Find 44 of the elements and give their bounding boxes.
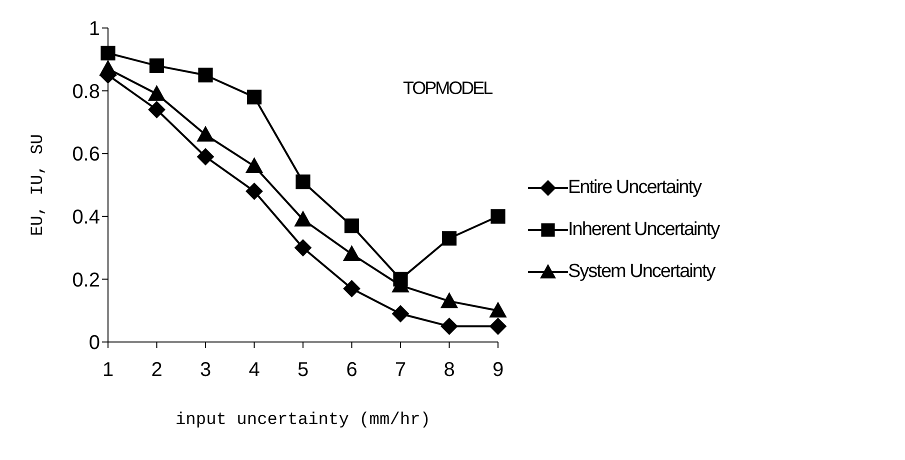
point	[149, 58, 164, 73]
point	[442, 231, 457, 246]
point	[490, 318, 506, 335]
point	[392, 305, 409, 322]
x-tick-label: 8	[444, 359, 455, 382]
point	[197, 126, 214, 142]
point	[197, 148, 214, 166]
y-tick-label: 1	[88, 18, 100, 40]
point	[393, 272, 408, 286]
x-tick-label: 5	[297, 359, 309, 382]
point	[148, 85, 166, 101]
point	[344, 218, 360, 234]
x-tick-label: 6	[346, 359, 358, 382]
x-tick-label: 4	[248, 359, 260, 382]
point	[490, 209, 506, 224]
x-tick-label: 2	[151, 359, 162, 382]
y-tick-label: 0.2	[72, 269, 100, 292]
point	[148, 101, 166, 118]
legend-label: Entire Uncertainty	[568, 177, 702, 199]
legend-label: Inherent Uncertainty	[568, 219, 720, 241]
y-tick-label: 0	[88, 332, 100, 354]
x-axis-title: input uncertainty (mm/hr)	[175, 411, 431, 430]
point	[343, 246, 360, 261]
x-tick-label: 7	[394, 359, 406, 382]
point	[246, 158, 263, 174]
legend-label: System Uncertainty	[568, 261, 715, 283]
x-tick-label: 3	[200, 359, 212, 382]
point	[440, 318, 458, 335]
y-axis-title: EU, IU, SU	[29, 134, 48, 236]
point	[198, 68, 213, 82]
point	[296, 174, 310, 190]
annotation: TOPMODEL	[403, 78, 492, 99]
point	[246, 182, 263, 200]
point	[294, 239, 312, 256]
point	[490, 302, 506, 318]
point	[440, 292, 458, 308]
point	[343, 280, 360, 298]
y-tick-label: 0.6	[72, 144, 100, 166]
y-tick-label: 0.8	[72, 80, 100, 103]
point	[100, 46, 116, 60]
point	[294, 211, 312, 226]
x-tick-label: 9	[492, 359, 504, 382]
point	[246, 90, 262, 104]
y-tick-label: 0.4	[72, 206, 100, 228]
